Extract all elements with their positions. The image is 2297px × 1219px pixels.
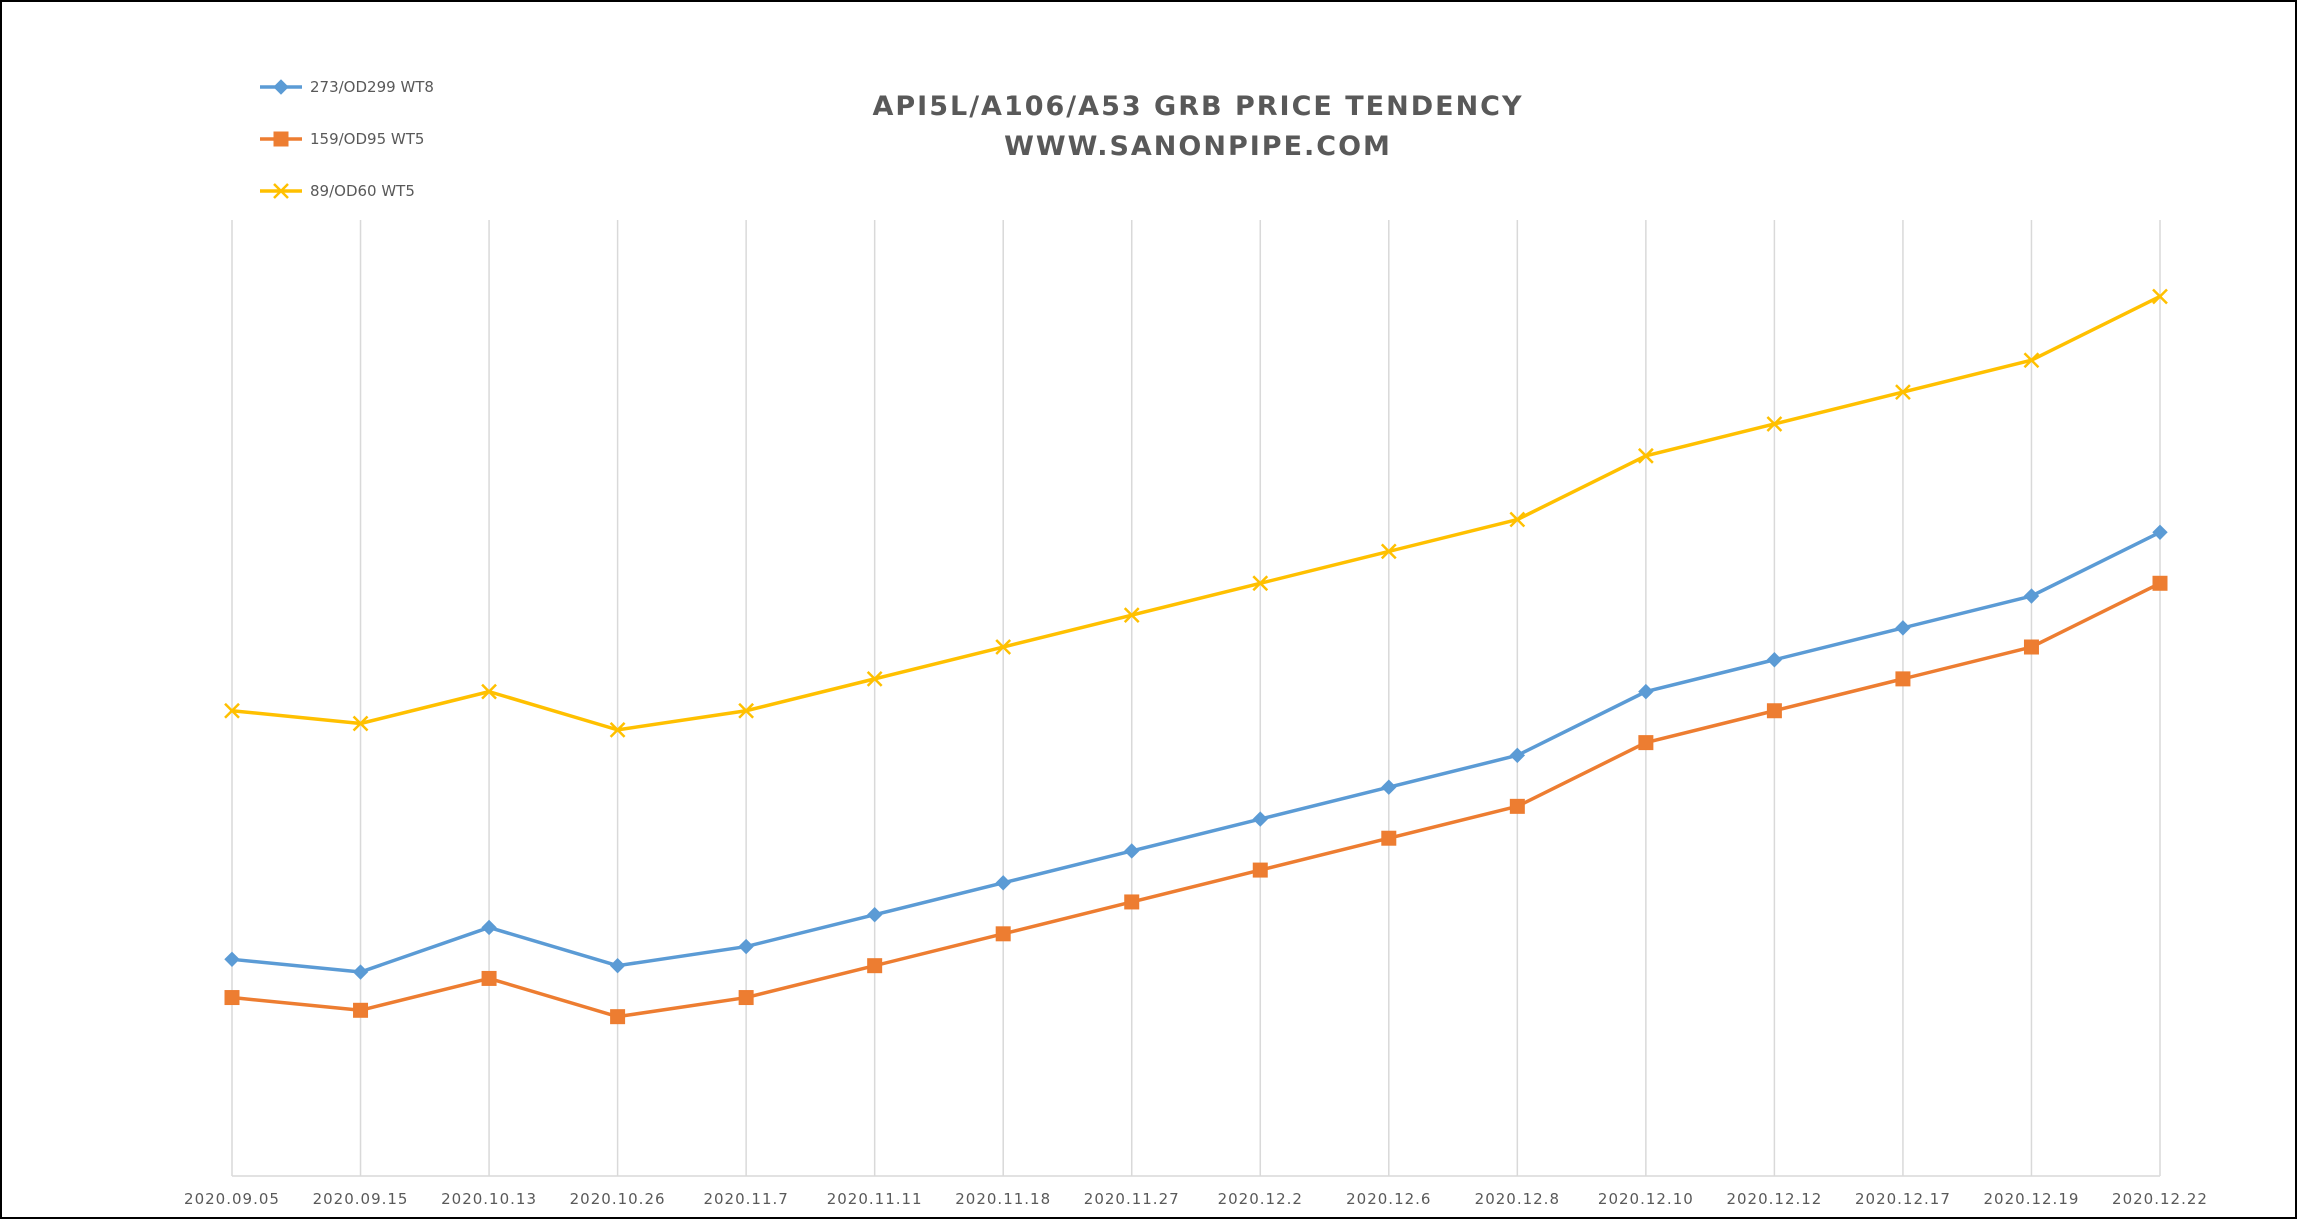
x-tick-label: 2020.12.17	[1855, 1190, 1951, 1208]
data-point	[2152, 575, 2168, 591]
x-tick-label: 2020.12.19	[1984, 1190, 2080, 1208]
data-point	[995, 639, 1012, 655]
data-point	[481, 970, 497, 986]
data-point	[1124, 894, 1140, 910]
series-line	[230, 581, 2162, 1019]
data-point	[481, 683, 497, 700]
series-line	[230, 530, 2162, 974]
data-point	[738, 938, 754, 955]
series-1	[224, 575, 2168, 1025]
legend-label: 159/OD95 WT5	[310, 130, 424, 148]
data-point	[1124, 843, 1140, 859]
data-point	[2023, 639, 2039, 655]
data-point	[1252, 811, 1268, 827]
data-point	[224, 990, 240, 1006]
x-tick-label: 2020.11.7	[703, 1190, 788, 1208]
legend-marker	[273, 183, 289, 199]
x-axis-ticks: 2020.09.05 2020.09.15 2020.10.13 2020.10.26…	[184, 1190, 2208, 1208]
data-point	[1509, 798, 1525, 814]
chart-subtitle: WWW.SANONPIPE.COM	[1004, 131, 1392, 162]
data-point	[1895, 384, 1911, 400]
x-tick-label: 2020.09.15	[313, 1190, 409, 1208]
data-point	[995, 875, 1011, 891]
data-point	[1895, 671, 1911, 687]
data-point	[738, 702, 755, 719]
data-point	[481, 919, 497, 936]
data-point	[224, 951, 240, 968]
data-point	[2152, 524, 2168, 541]
data-point	[995, 926, 1011, 942]
x-tick-label: 2020.11.27	[1084, 1190, 1180, 1208]
series-lines	[224, 288, 2168, 1025]
data-point	[1380, 543, 1397, 560]
data-point	[1638, 735, 1654, 751]
data-point	[1766, 416, 1783, 432]
data-point	[738, 990, 754, 1006]
x-tick-label: 2020.09.05	[184, 1190, 280, 1208]
data-point	[1381, 779, 1397, 795]
data-point	[1509, 747, 1526, 764]
legend-marker	[273, 131, 289, 147]
legend-item: 273/OD299 WT8	[260, 78, 434, 96]
data-point	[1637, 447, 1654, 464]
legend-label: 89/OD60 WT5	[310, 182, 415, 200]
data-point	[609, 721, 626, 738]
data-point	[353, 1002, 369, 1018]
data-point	[1895, 620, 1911, 636]
x-tick-label: 2020.12.2	[1218, 1190, 1303, 1208]
x-tick-label: 2020.12.22	[2112, 1190, 2208, 1208]
data-point	[866, 670, 883, 687]
x-tick-label: 2020.10.13	[441, 1190, 537, 1208]
data-point	[1638, 683, 1654, 700]
data-point	[352, 964, 369, 980]
legend-label: 273/OD299 WT8	[310, 78, 434, 96]
legend-item: 159/OD95 WT5	[260, 130, 424, 148]
data-point	[1381, 830, 1397, 846]
series-line	[230, 294, 2162, 732]
data-point	[1766, 652, 1783, 668]
x-tick-label: 2020.12.12	[1726, 1190, 1822, 1208]
chart-title: API5L/A106/A53 GRB PRICE TENDENCY	[872, 91, 1523, 122]
data-point	[1252, 575, 1269, 592]
x-tick-label: 2020.12.10	[1598, 1190, 1694, 1208]
data-point	[1123, 607, 1140, 624]
series-0	[224, 524, 2168, 980]
data-point	[2023, 352, 2040, 369]
grid-lines	[231, 220, 2161, 1176]
x-tick-label: 2020.11.11	[827, 1190, 923, 1208]
data-point	[2152, 288, 2168, 305]
data-point	[866, 906, 883, 923]
x-tick-label: 2020.10.26	[570, 1190, 666, 1208]
x-tick-label: 2020.12.6	[1346, 1190, 1431, 1208]
data-point	[2023, 588, 2040, 604]
data-point	[609, 957, 626, 974]
data-point	[867, 958, 883, 974]
data-point	[1252, 862, 1268, 878]
data-point	[352, 715, 369, 732]
x-tick-label: 2020.11.18	[955, 1190, 1051, 1208]
data-point	[224, 702, 240, 719]
x-tick-label: 2020.12.8	[1475, 1190, 1560, 1208]
legend-marker	[273, 79, 289, 95]
data-point	[1766, 703, 1782, 719]
series-2	[224, 288, 2168, 738]
data-point	[610, 1009, 626, 1025]
legend: 273/OD299 WT8 159/OD95 WT5 89/OD60 WT5	[260, 78, 434, 200]
data-point	[1509, 511, 1526, 528]
legend-item: 89/OD60 WT5	[260, 182, 415, 200]
